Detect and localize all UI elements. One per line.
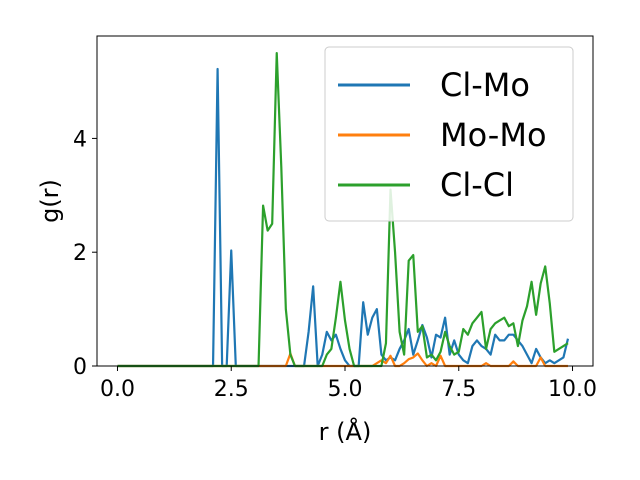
x-tick-label: 0.0 <box>100 377 135 402</box>
y-tick-label: 4 <box>73 127 87 152</box>
legend-label-cl-cl: Cl-Cl <box>440 166 514 204</box>
x-axis-label: r (Å) <box>319 417 372 446</box>
legend-label-mo-mo: Mo-Mo <box>440 116 547 154</box>
y-axis: 0 2 4 <box>73 127 97 380</box>
x-tick-label: 10.0 <box>548 377 597 402</box>
x-tick-label: 7.5 <box>441 377 476 402</box>
legend: Cl-Mo Mo-Mo Cl-Cl <box>324 46 574 222</box>
y-tick-label: 2 <box>73 241 87 266</box>
y-tick-label: 0 <box>73 355 87 380</box>
x-axis: 0.0 2.5 5.0 7.5 10.0 <box>100 366 597 402</box>
legend-box <box>324 46 574 222</box>
series-line-mo-mo <box>117 352 568 368</box>
legend-label-cl-mo: Cl-Mo <box>440 66 530 104</box>
x-tick-label: 2.5 <box>214 377 249 402</box>
y-axis-label: g(r) <box>36 179 64 223</box>
x-tick-label: 5.0 <box>328 377 363 402</box>
